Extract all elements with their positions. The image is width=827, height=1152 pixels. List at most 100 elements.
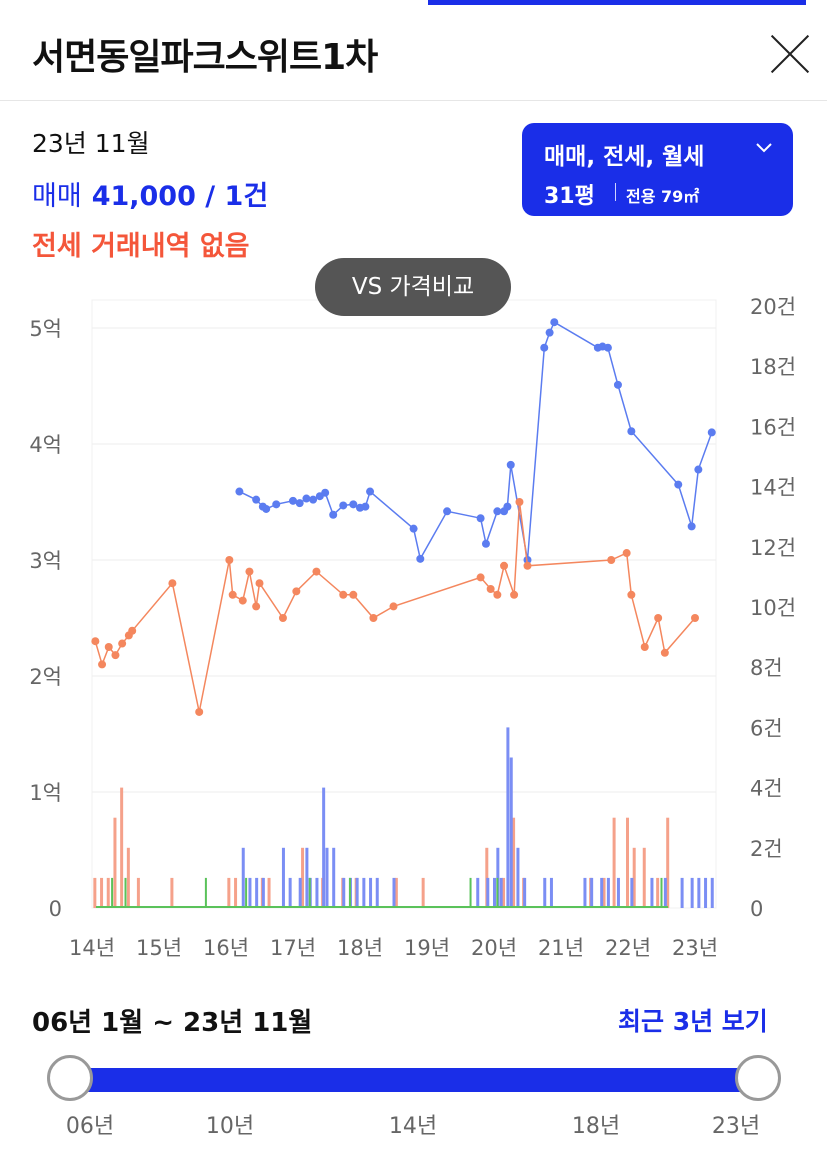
jeonse-price-point bbox=[91, 637, 100, 646]
range-tick-label: 14년 bbox=[388, 1114, 438, 1139]
x-tick-label: 22년 bbox=[605, 936, 651, 960]
jeonse-price-point bbox=[654, 614, 663, 622]
y-right-tick-label: 16건 bbox=[750, 415, 796, 439]
jeonse-price-point bbox=[493, 590, 502, 599]
jeonse-price-point bbox=[640, 643, 649, 651]
jeonse-price-point bbox=[118, 639, 127, 648]
jeonse-count-bar bbox=[234, 877, 238, 908]
jeonse-count-bar bbox=[136, 877, 140, 908]
sale-count-bar bbox=[690, 877, 694, 908]
jeonse-price-point bbox=[252, 602, 261, 611]
sale-price-point bbox=[262, 504, 271, 513]
sale-price-point bbox=[627, 427, 636, 436]
jeonse-count-bar bbox=[666, 817, 670, 908]
x-tick-label: 21년 bbox=[538, 936, 584, 960]
y-right-tick-label: 4건 bbox=[750, 777, 783, 801]
jeonse-price-point bbox=[238, 596, 247, 605]
y-right-tick-label: 6건 bbox=[750, 716, 783, 740]
sale-count-bar bbox=[369, 877, 373, 908]
sale-price-point bbox=[366, 487, 375, 496]
x-tick-label: 20년 bbox=[471, 936, 517, 960]
sale-price-point bbox=[503, 502, 512, 511]
sale-count-bar bbox=[241, 847, 245, 908]
sale-count-bar bbox=[288, 877, 292, 908]
recent-3-years-button[interactable]: 최근 3년 보기 bbox=[618, 1007, 768, 1036]
y-right-tick-label: 14건 bbox=[750, 476, 796, 500]
sale-price-point bbox=[707, 428, 716, 437]
divider bbox=[615, 183, 616, 201]
x-tick-label: 19년 bbox=[404, 936, 450, 960]
range-tick-label: 23년 bbox=[711, 1114, 761, 1139]
range-slider-track[interactable] bbox=[70, 1068, 758, 1092]
jeonse-price-point bbox=[515, 498, 524, 506]
sale-count-bar bbox=[281, 847, 285, 908]
sale-price-point bbox=[361, 502, 370, 511]
close-icon[interactable] bbox=[768, 32, 812, 76]
sale-count-bar bbox=[506, 727, 510, 908]
sale-count-bar bbox=[499, 877, 503, 908]
sale-price-point bbox=[416, 554, 425, 563]
jeonse-price-point bbox=[225, 556, 234, 564]
range-slider-end-handle[interactable] bbox=[735, 1055, 781, 1101]
jeonse-count-bar bbox=[113, 817, 117, 908]
sale-count-bar bbox=[305, 847, 309, 908]
chevron-down-icon bbox=[754, 137, 774, 162]
sale-count-bar bbox=[261, 877, 265, 908]
sale-count-bar bbox=[697, 877, 701, 908]
vs-compare-button[interactable]: VS 가격비교 bbox=[315, 258, 511, 316]
pyeong-size: 31평 bbox=[544, 184, 595, 209]
jeonse-count-bar bbox=[602, 877, 606, 908]
jeonse-count-bar bbox=[106, 877, 110, 908]
panel-header: 서면동일파크스위트1차 bbox=[0, 0, 827, 101]
jeonse-price-point bbox=[349, 590, 358, 599]
jeonse-price-point bbox=[255, 579, 264, 588]
sale-price-point bbox=[302, 494, 311, 503]
jeonse-price-point bbox=[312, 567, 321, 576]
range-slider-start-handle[interactable] bbox=[47, 1055, 93, 1101]
price-chart[interactable]: 0 1억 2억 3억 4억 5억 0 2건 4건 6건 8건 10건 12건 14건 16건 18건 20건 14… bbox=[0, 290, 827, 970]
sale-price-point bbox=[493, 507, 502, 516]
sale-price-point bbox=[481, 539, 490, 548]
y-left-tick-label: 5억 bbox=[29, 317, 62, 341]
plot-area bbox=[91, 299, 717, 909]
jeonse-price-point bbox=[627, 590, 636, 599]
sale-price-point bbox=[235, 487, 244, 496]
jeonse-count-bar bbox=[642, 847, 646, 908]
sale-price-point bbox=[506, 460, 515, 469]
sale-price-point bbox=[409, 524, 418, 533]
sale-count-bar bbox=[600, 877, 604, 908]
sale-price-point bbox=[295, 499, 304, 508]
y-right-tick-label: 8건 bbox=[750, 656, 783, 680]
jeonse-count-bar bbox=[93, 877, 97, 908]
x-tick-label: 15년 bbox=[136, 936, 182, 960]
sale-summary: 매매 41,000 / 1건 bbox=[32, 174, 268, 213]
sale-price-point bbox=[443, 507, 452, 516]
y-right-tick-label: 20건 bbox=[750, 295, 796, 319]
sale-count-bar bbox=[590, 877, 594, 908]
x-tick-label: 17년 bbox=[270, 936, 316, 960]
x-tick-label: 14년 bbox=[69, 936, 115, 960]
sale-count-bar bbox=[255, 877, 259, 908]
sale-count-bar bbox=[486, 877, 490, 908]
sale-price-point bbox=[289, 496, 297, 505]
jeonse-price-point bbox=[104, 643, 113, 651]
sale-count-bar bbox=[342, 877, 346, 908]
sale-count-bar bbox=[355, 877, 359, 908]
deal-type-filter-button[interactable]: 매매, 전세, 월세 31평 전용 79㎡ bbox=[522, 123, 793, 216]
monthly-count-bar bbox=[469, 877, 472, 908]
sale-count-bar bbox=[315, 877, 319, 908]
sale-count-bar bbox=[523, 877, 527, 908]
range-label: 06년 1월 ~ 23년 11월 bbox=[32, 1008, 313, 1038]
monthly-count-bar bbox=[348, 877, 351, 908]
sale-price-point bbox=[252, 495, 261, 504]
jeonse-price-point bbox=[389, 602, 398, 611]
jeonse-price-point bbox=[510, 590, 519, 599]
range-tick-label: 10년 bbox=[205, 1114, 255, 1139]
x-tick-label: 16년 bbox=[203, 936, 249, 960]
selected-period: 23년 11월 bbox=[32, 129, 150, 158]
jeonse-count-bar bbox=[126, 847, 130, 908]
monthly-count-bar bbox=[496, 877, 499, 908]
y-right-tick-label: 12건 bbox=[750, 536, 796, 560]
jeonse-price-point bbox=[278, 614, 287, 622]
jeonse-price-point bbox=[607, 556, 616, 564]
